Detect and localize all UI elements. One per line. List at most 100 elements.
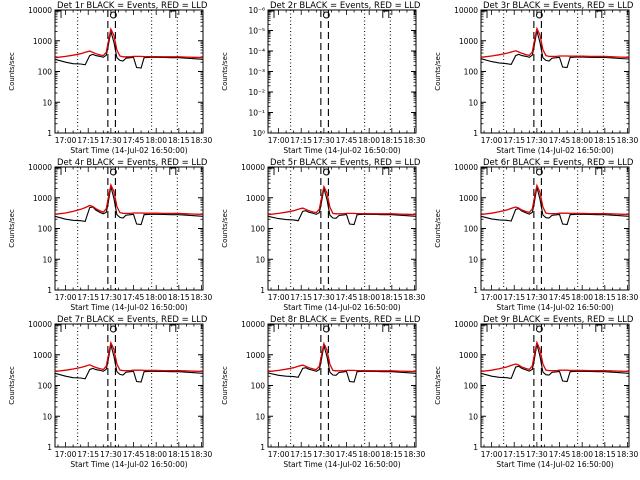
x-tick-label: 18:30 (617, 450, 639, 459)
x-tick-label: 17:00 (268, 293, 290, 302)
saa-marker (535, 168, 543, 176)
y-tick-label: 100 (38, 225, 53, 234)
chart-panel-9: Det 9r BLACK = Events, RED = LLD 1 10 100 10… (434, 315, 639, 469)
x-tick-label: 18:00 (571, 293, 593, 302)
saa-marker (109, 11, 117, 19)
y-tick-label: 1000 (459, 351, 478, 360)
x-tick-label: 18:30 (404, 293, 426, 302)
x-tick-label: 17:15 (290, 136, 312, 145)
y-tick-label: 1000 (246, 351, 265, 360)
chart-title: Det 2r BLACK = Events, RED = LLD (270, 1, 421, 11)
x-tick-label: 18:00 (145, 293, 167, 302)
x-tick-label: 18:30 (191, 293, 213, 302)
series-line-events (267, 188, 417, 226)
night-marker (169, 10, 177, 18)
x-tick-label: 17:30 (526, 450, 548, 459)
y-tick-label: 1 (260, 286, 265, 295)
chart-title: Det 1r BLACK = Events, RED = LLD (57, 1, 208, 11)
x-tick-label: 18:15 (168, 450, 190, 459)
series-line-events (480, 30, 630, 69)
night-marker (267, 324, 275, 332)
chart-title: Det 4r BLACK = Events, RED = LLD (57, 158, 208, 168)
y-axis-label: Counts/sec (434, 366, 442, 405)
saa-marker (535, 11, 543, 19)
series-line-events (54, 186, 204, 226)
y-tick-label: 10⁰ (252, 129, 265, 138)
night-marker (382, 10, 390, 18)
x-axis-label: Start Time (14-Jul-02 16:50:00) (496, 303, 613, 312)
x-tick-label: 17:00 (55, 450, 77, 459)
x-tick-label: 17:00 (55, 136, 77, 145)
chart-title: Det 7r BLACK = Events, RED = LLD (57, 315, 208, 325)
x-tick-label: 18:15 (594, 293, 616, 302)
night-marker (382, 167, 390, 175)
x-tick-label: 17:30 (526, 293, 548, 302)
series-line-events (480, 344, 630, 383)
y-axis-label: Counts/sec (221, 209, 229, 248)
y-tick-label: 100 (464, 382, 479, 391)
saa-marker (109, 325, 117, 333)
y-tick-label: 10⁻² (248, 88, 265, 97)
y-tick-label: 1 (47, 286, 52, 295)
saa-marker (322, 325, 330, 333)
y-tick-label: 10⁻³ (248, 68, 265, 77)
x-tick-label: 18:30 (191, 136, 213, 145)
y-tick-label: 1000 (33, 351, 52, 360)
x-tick-label: 18:00 (358, 450, 380, 459)
y-axis-label: Counts/sec (221, 52, 229, 91)
x-tick-label: 17:15 (77, 293, 99, 302)
night-marker (595, 10, 603, 18)
night-marker (267, 10, 275, 18)
x-axis-label: Start Time (14-Jul-02 16:50:00) (496, 460, 613, 469)
y-tick-label: 100 (464, 68, 479, 77)
x-tick-label: 18:00 (358, 136, 380, 145)
x-tick-label: 18:00 (571, 450, 593, 459)
x-axis-label: Start Time (14-Jul-02 16:50:00) (70, 146, 187, 155)
night-marker (382, 324, 390, 332)
y-tick-label: 1000 (33, 37, 52, 46)
x-axis-label: Start Time (14-Jul-02 16:50:00) (283, 146, 400, 155)
x-tick-label: 17:15 (290, 450, 312, 459)
x-tick-label: 17:30 (100, 450, 122, 459)
x-tick-label: 17:00 (55, 293, 77, 302)
x-tick-label: 17:45 (549, 293, 571, 302)
series-line-lld (480, 183, 630, 216)
x-tick-label: 18:15 (168, 136, 190, 145)
x-tick-label: 17:45 (336, 293, 358, 302)
y-tick-label: 100 (38, 68, 53, 77)
series-line-lld (267, 184, 417, 216)
chart-panel-4: Det 4r BLACK = Events, RED = LLD 1 10 100 10… (8, 158, 213, 312)
y-tick-label: 10 (255, 412, 265, 421)
night-marker (595, 167, 603, 175)
y-tick-label: 10⁻⁵ (248, 27, 265, 36)
x-tick-label: 17:15 (503, 136, 525, 145)
night-marker (169, 167, 177, 175)
x-tick-label: 17:30 (526, 136, 548, 145)
y-tick-label: 10⁻⁴ (248, 47, 265, 56)
y-tick-label: 10 (468, 412, 478, 421)
y-tick-label: 10000 (28, 320, 52, 329)
y-tick-label: 1 (473, 129, 478, 138)
x-tick-label: 17:15 (77, 136, 99, 145)
y-tick-label: 10000 (28, 163, 52, 172)
y-tick-label: 100 (38, 382, 53, 391)
x-tick-label: 17:45 (336, 136, 358, 145)
y-axis-label: Counts/sec (8, 209, 16, 248)
y-tick-label: 1000 (459, 37, 478, 46)
x-tick-label: 18:00 (358, 293, 380, 302)
chart-panel-5: Det 5r BLACK = Events, RED = LLD 1 10 100 10… (221, 158, 426, 312)
series-line-events (54, 31, 204, 69)
y-tick-label: 100 (464, 225, 479, 234)
x-tick-label: 17:15 (503, 450, 525, 459)
y-tick-label: 10000 (454, 320, 478, 329)
saa-marker (322, 168, 330, 176)
series-line-lld (480, 340, 630, 373)
night-marker (595, 324, 603, 332)
y-tick-label: 100 (251, 382, 266, 391)
y-tick-label: 10 (42, 98, 52, 107)
series-line-events (267, 345, 417, 383)
y-tick-label: 10 (255, 255, 265, 264)
y-tick-label: 10⁻⁶ (248, 6, 265, 15)
